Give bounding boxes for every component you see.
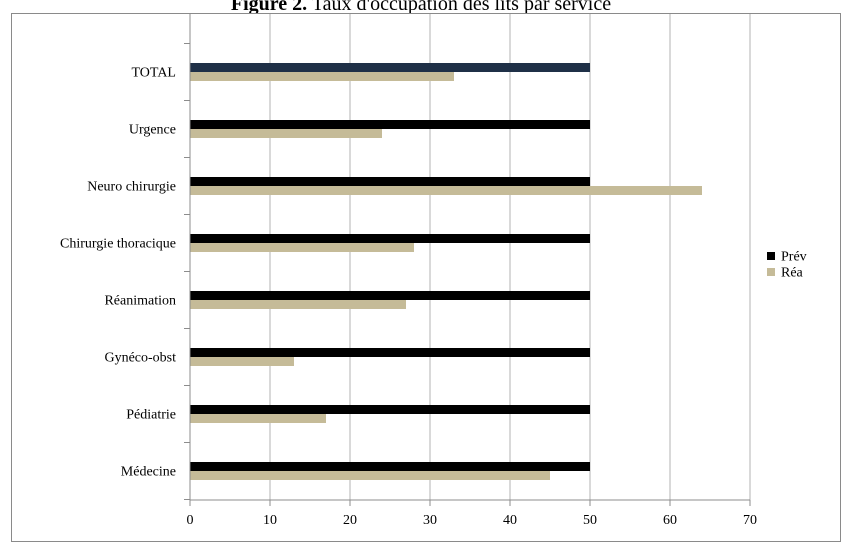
tick-labels: 0 10 20 30 40 50 60 70 TOTAL Urgence Neuro chirurg… xyxy=(60,66,757,529)
bar-prev xyxy=(190,177,590,186)
x-tick-label: 30 xyxy=(423,513,437,528)
x-tick-label: 10 xyxy=(263,513,277,528)
x-tick-label: 0 xyxy=(187,513,194,528)
category-label: Médecine xyxy=(121,465,176,480)
bar-rea xyxy=(190,357,294,366)
legend-swatch xyxy=(767,268,775,276)
x-tick-label: 60 xyxy=(663,513,677,528)
figure-title-text: Taux d'occupation des lits par service xyxy=(307,0,612,15)
bar-prev xyxy=(190,234,590,243)
bar-prev xyxy=(190,348,590,357)
category-label: Gynéco-obst xyxy=(104,351,176,366)
figure-title: Figure 2. Taux d'occupation des lits par… xyxy=(0,0,842,16)
legend-label: Prév xyxy=(781,250,807,265)
axes xyxy=(184,14,751,506)
bar-prev xyxy=(190,120,590,129)
x-tick-label: 70 xyxy=(743,513,757,528)
x-tick-label: 40 xyxy=(503,513,517,528)
bar-rea xyxy=(190,300,406,309)
bar-rea xyxy=(190,72,454,81)
bar-rea xyxy=(190,186,702,195)
x-tick-label: 50 xyxy=(583,513,597,528)
bar-prev xyxy=(190,63,590,72)
category-label: Pédiatrie xyxy=(126,408,176,423)
category-label: Chirurgie thoracique xyxy=(60,237,176,252)
category-label: Urgence xyxy=(129,123,176,138)
x-tick-label: 20 xyxy=(343,513,357,528)
figure-title-prefix: Figure 2. xyxy=(230,0,308,15)
bar-prev xyxy=(190,291,590,300)
legend-swatch xyxy=(767,252,775,260)
bar-prev xyxy=(190,462,590,471)
legend-label: Réa xyxy=(781,266,804,281)
bar-rea xyxy=(190,471,550,480)
chart-frame xyxy=(11,13,841,542)
grid-lines xyxy=(269,14,751,500)
category-label: Réanimation xyxy=(104,294,176,309)
bar-rea xyxy=(190,414,326,423)
bar-prev xyxy=(190,405,590,414)
bar-rea xyxy=(190,129,382,138)
bar-rea xyxy=(190,243,414,252)
category-label: TOTAL xyxy=(131,66,176,81)
category-label: Neuro chirurgie xyxy=(87,180,176,195)
bars xyxy=(190,63,702,480)
